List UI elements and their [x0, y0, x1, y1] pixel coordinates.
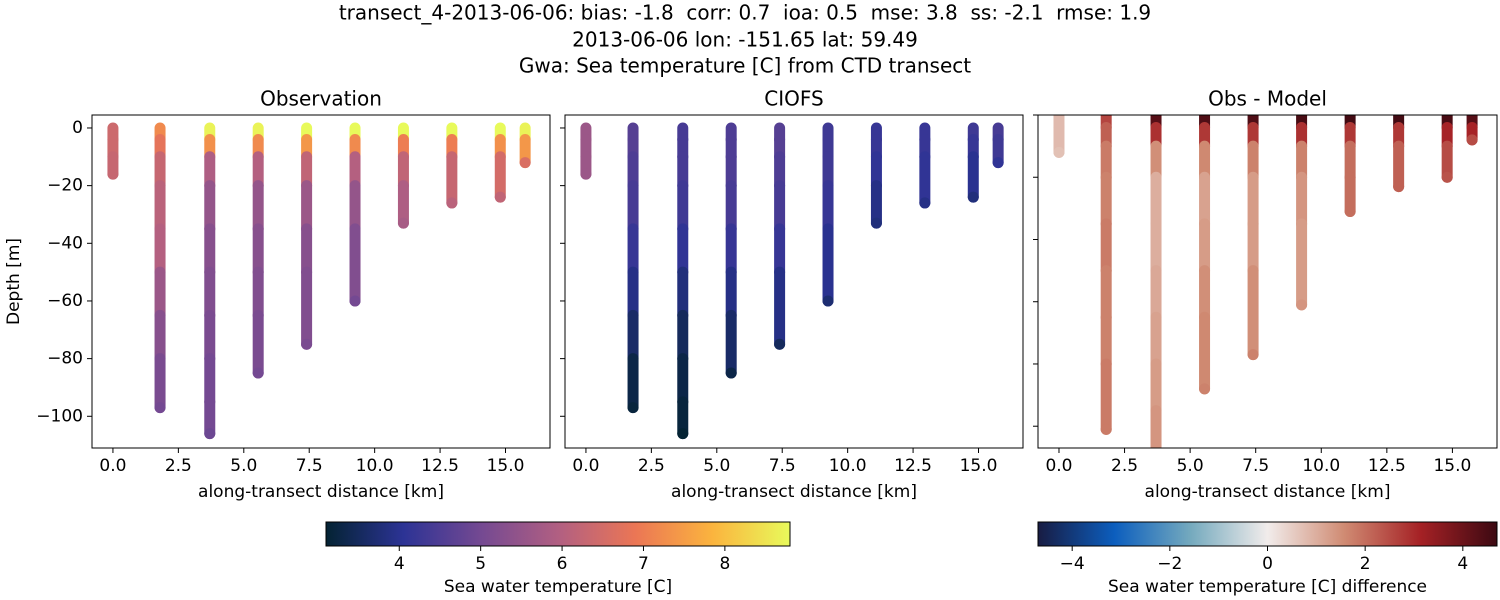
x-tick-label: 2.5 — [1111, 456, 1138, 476]
colorbar — [325, 521, 791, 547]
profile-point — [1296, 299, 1308, 311]
x-tick-label: 15.0 — [960, 456, 998, 476]
profile-point — [725, 367, 737, 379]
y-tick-label: −80 — [47, 349, 83, 369]
y-tick-label: 0 — [72, 118, 83, 138]
colorbar-tick-label: 4 — [1457, 554, 1468, 574]
profile-point — [967, 191, 979, 203]
panel-title: CIOFS — [764, 87, 823, 111]
y-tick-label: −100 — [36, 406, 83, 426]
plot-area — [107, 122, 531, 440]
figure-title: Gwa: Sea temperature [C] from CTD transe… — [519, 54, 971, 78]
plot-area — [580, 122, 1004, 440]
x-axis-label: along-transect distance [km] — [198, 482, 444, 502]
profile-point — [349, 295, 361, 307]
profile-point — [252, 367, 264, 379]
profile-point — [919, 197, 931, 209]
profile-point — [580, 168, 592, 180]
x-tick-label: 12.5 — [1368, 456, 1406, 476]
panel-title: Observation — [260, 87, 382, 111]
x-tick-label: 0.0 — [572, 456, 599, 476]
profile-point — [1344, 205, 1356, 217]
profile-point — [1151, 458, 1162, 469]
y-tick-label: −60 — [47, 291, 83, 311]
y-tick-label: −20 — [47, 176, 83, 196]
profile-point — [446, 197, 458, 209]
colorbar-tick-label: 0 — [1262, 554, 1273, 574]
profile-point — [519, 157, 531, 169]
x-tick-label: 10.0 — [1302, 456, 1340, 476]
colorbar — [1037, 521, 1498, 547]
x-axis-label: along-transect distance [km] — [1145, 482, 1391, 502]
x-tick-label: 7.5 — [1242, 456, 1269, 476]
colorbar-tick-label: −2 — [1157, 554, 1182, 574]
axes-frame — [564, 114, 1024, 449]
x-tick-label: 0.0 — [1045, 456, 1072, 476]
profile-point — [494, 191, 506, 203]
profile-point — [1247, 349, 1259, 361]
profile-point — [107, 168, 119, 180]
profile-point — [1053, 146, 1065, 158]
colorbar-tick-label: 2 — [1360, 554, 1371, 574]
x-tick-label: 15.0 — [487, 456, 525, 476]
profile-point — [1441, 171, 1453, 183]
colorbar-tick-label: 8 — [719, 554, 730, 574]
profile-point — [1199, 383, 1211, 395]
panel-title: Obs - Model — [1208, 87, 1327, 111]
profile-point — [774, 338, 786, 350]
x-tick-label: 12.5 — [421, 456, 459, 476]
profile-point — [154, 402, 166, 414]
colorbar-tick-label: 7 — [638, 554, 649, 574]
profile-point — [992, 157, 1004, 169]
profile-point — [677, 428, 689, 440]
x-tick-label: 2.5 — [165, 456, 192, 476]
profile-point — [870, 217, 882, 229]
x-tick-label: 0.0 — [99, 456, 126, 476]
x-tick-label: 10.0 — [829, 456, 867, 476]
plot-area — [1053, 115, 1478, 469]
x-tick-label: 12.5 — [894, 456, 932, 476]
profile-point — [1466, 134, 1478, 146]
colorbar-tick-label: 4 — [394, 554, 405, 574]
y-tick-label: −40 — [47, 233, 83, 253]
figure-title: transect_4-2013-06-06: bias: -1.8 corr: … — [339, 1, 1151, 25]
profile-point — [301, 338, 313, 350]
x-tick-label: 10.0 — [356, 456, 394, 476]
axes-frame — [1037, 114, 1498, 449]
profile-point — [204, 428, 216, 440]
x-tick-label: 2.5 — [638, 456, 665, 476]
x-tick-label: 7.5 — [769, 456, 796, 476]
x-tick-label: 5.0 — [230, 456, 257, 476]
x-tick-label: 5.0 — [703, 456, 730, 476]
x-axis-label: along-transect distance [km] — [671, 482, 917, 502]
colorbar-tick-label: −4 — [1060, 554, 1085, 574]
y-axis-label: Depth [m] — [4, 238, 24, 325]
x-tick-label: 15.0 — [1433, 456, 1471, 476]
colorbar-tick-label: 6 — [557, 554, 568, 574]
colorbar-label: Sea water temperature [C] — [444, 577, 672, 597]
axes-frame — [91, 114, 551, 449]
figure-title: 2013-06-06 lon: -151.65 lat: 59.49 — [572, 28, 918, 52]
profile-point — [1393, 181, 1405, 193]
profile-point — [397, 217, 409, 229]
x-tick-label: 7.5 — [296, 456, 323, 476]
profile-point — [627, 402, 639, 414]
colorbar-label: Sea water temperature [C] difference — [1108, 577, 1427, 597]
profile-point — [1100, 423, 1112, 435]
colorbar-tick-label: 5 — [475, 554, 486, 574]
profile-point — [822, 295, 834, 307]
x-tick-label: 5.0 — [1177, 456, 1204, 476]
